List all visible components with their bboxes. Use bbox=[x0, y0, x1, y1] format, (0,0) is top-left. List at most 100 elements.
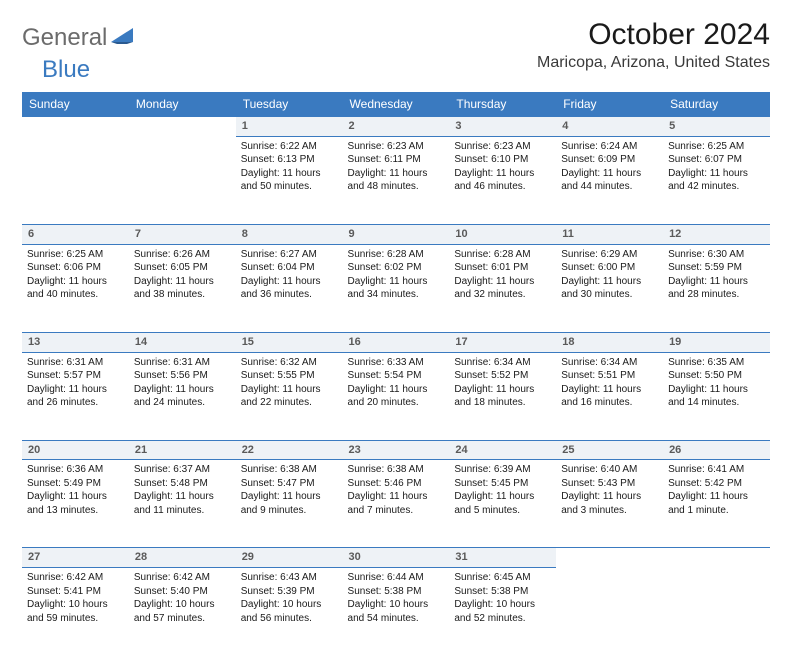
day-number-cell: 25 bbox=[556, 440, 663, 460]
day-details: Sunrise: 6:27 AMSunset: 6:04 PMDaylight:… bbox=[241, 248, 338, 302]
weekday-header: Monday bbox=[129, 92, 236, 117]
day-number-cell: 15 bbox=[236, 332, 343, 352]
day-details: Sunrise: 6:28 AMSunset: 6:01 PMDaylight:… bbox=[454, 248, 551, 302]
day-number-cell: 21 bbox=[129, 440, 236, 460]
day-cell: Sunrise: 6:27 AMSunset: 6:04 PMDaylight:… bbox=[236, 244, 343, 332]
day-cell: Sunrise: 6:34 AMSunset: 5:51 PMDaylight:… bbox=[556, 352, 663, 440]
day-cell: Sunrise: 6:34 AMSunset: 5:52 PMDaylight:… bbox=[449, 352, 556, 440]
day-details: Sunrise: 6:23 AMSunset: 6:11 PMDaylight:… bbox=[348, 140, 445, 194]
day-details: Sunrise: 6:42 AMSunset: 5:40 PMDaylight:… bbox=[134, 571, 231, 625]
day-cell: Sunrise: 6:35 AMSunset: 5:50 PMDaylight:… bbox=[663, 352, 770, 440]
day-cell: Sunrise: 6:25 AMSunset: 6:06 PMDaylight:… bbox=[22, 244, 129, 332]
day-number-cell: 29 bbox=[236, 548, 343, 568]
day-cell: Sunrise: 6:38 AMSunset: 5:47 PMDaylight:… bbox=[236, 460, 343, 548]
title-block: October 2024 Maricopa, Arizona, United S… bbox=[537, 18, 770, 72]
day-cell: Sunrise: 6:22 AMSunset: 6:13 PMDaylight:… bbox=[236, 136, 343, 224]
day-details: Sunrise: 6:32 AMSunset: 5:55 PMDaylight:… bbox=[241, 356, 338, 410]
calendar-body: 12345Sunrise: 6:22 AMSunset: 6:13 PMDayl… bbox=[22, 117, 770, 656]
day-cell: Sunrise: 6:23 AMSunset: 6:10 PMDaylight:… bbox=[449, 136, 556, 224]
day-details: Sunrise: 6:30 AMSunset: 5:59 PMDaylight:… bbox=[668, 248, 765, 302]
day-cell: Sunrise: 6:33 AMSunset: 5:54 PMDaylight:… bbox=[343, 352, 450, 440]
weekday-header: Sunday bbox=[22, 92, 129, 117]
weekday-header: Saturday bbox=[663, 92, 770, 117]
day-cell: Sunrise: 6:36 AMSunset: 5:49 PMDaylight:… bbox=[22, 460, 129, 548]
day-number-cell: 17 bbox=[449, 332, 556, 352]
day-number-cell: 30 bbox=[343, 548, 450, 568]
day-content-row: Sunrise: 6:31 AMSunset: 5:57 PMDaylight:… bbox=[22, 352, 770, 440]
day-cell: Sunrise: 6:29 AMSunset: 6:00 PMDaylight:… bbox=[556, 244, 663, 332]
day-details: Sunrise: 6:45 AMSunset: 5:38 PMDaylight:… bbox=[454, 571, 551, 625]
day-number-cell: 24 bbox=[449, 440, 556, 460]
day-number-cell bbox=[129, 117, 236, 137]
day-cell: Sunrise: 6:28 AMSunset: 6:02 PMDaylight:… bbox=[343, 244, 450, 332]
day-details: Sunrise: 6:43 AMSunset: 5:39 PMDaylight:… bbox=[241, 571, 338, 625]
logo-text-general: General bbox=[22, 24, 107, 52]
day-details: Sunrise: 6:26 AMSunset: 6:05 PMDaylight:… bbox=[134, 248, 231, 302]
day-cell: Sunrise: 6:38 AMSunset: 5:46 PMDaylight:… bbox=[343, 460, 450, 548]
location-label: Maricopa, Arizona, United States bbox=[537, 54, 770, 72]
day-details: Sunrise: 6:23 AMSunset: 6:10 PMDaylight:… bbox=[454, 140, 551, 194]
day-number-cell: 16 bbox=[343, 332, 450, 352]
day-details: Sunrise: 6:25 AMSunset: 6:07 PMDaylight:… bbox=[668, 140, 765, 194]
day-cell: Sunrise: 6:24 AMSunset: 6:09 PMDaylight:… bbox=[556, 136, 663, 224]
day-number-cell: 5 bbox=[663, 117, 770, 137]
day-number-cell bbox=[556, 548, 663, 568]
day-number-cell: 19 bbox=[663, 332, 770, 352]
calendar-table: SundayMondayTuesdayWednesdayThursdayFrid… bbox=[22, 92, 770, 656]
month-title: October 2024 bbox=[537, 18, 770, 52]
day-cell: Sunrise: 6:30 AMSunset: 5:59 PMDaylight:… bbox=[663, 244, 770, 332]
day-details: Sunrise: 6:36 AMSunset: 5:49 PMDaylight:… bbox=[27, 463, 124, 517]
day-details: Sunrise: 6:41 AMSunset: 5:42 PMDaylight:… bbox=[668, 463, 765, 517]
weekday-header: Tuesday bbox=[236, 92, 343, 117]
day-details: Sunrise: 6:42 AMSunset: 5:41 PMDaylight:… bbox=[27, 571, 124, 625]
day-details: Sunrise: 6:38 AMSunset: 5:47 PMDaylight:… bbox=[241, 463, 338, 517]
day-number-cell: 7 bbox=[129, 224, 236, 244]
day-number-row: 2728293031 bbox=[22, 548, 770, 568]
day-details: Sunrise: 6:34 AMSunset: 5:51 PMDaylight:… bbox=[561, 356, 658, 410]
day-details: Sunrise: 6:34 AMSunset: 5:52 PMDaylight:… bbox=[454, 356, 551, 410]
day-number-cell bbox=[22, 117, 129, 137]
day-content-row: Sunrise: 6:36 AMSunset: 5:49 PMDaylight:… bbox=[22, 460, 770, 548]
day-number-cell bbox=[663, 548, 770, 568]
day-number-row: 20212223242526 bbox=[22, 440, 770, 460]
logo: General bbox=[22, 18, 139, 52]
logo-text-blue: Blue bbox=[42, 56, 90, 83]
day-details: Sunrise: 6:38 AMSunset: 5:46 PMDaylight:… bbox=[348, 463, 445, 517]
day-cell: Sunrise: 6:26 AMSunset: 6:05 PMDaylight:… bbox=[129, 244, 236, 332]
day-details: Sunrise: 6:25 AMSunset: 6:06 PMDaylight:… bbox=[27, 248, 124, 302]
day-cell: Sunrise: 6:40 AMSunset: 5:43 PMDaylight:… bbox=[556, 460, 663, 548]
day-cell bbox=[129, 136, 236, 224]
day-details: Sunrise: 6:35 AMSunset: 5:50 PMDaylight:… bbox=[668, 356, 765, 410]
day-number-row: 13141516171819 bbox=[22, 332, 770, 352]
day-cell: Sunrise: 6:32 AMSunset: 5:55 PMDaylight:… bbox=[236, 352, 343, 440]
day-number-cell: 6 bbox=[22, 224, 129, 244]
day-number-cell: 22 bbox=[236, 440, 343, 460]
day-cell: Sunrise: 6:23 AMSunset: 6:11 PMDaylight:… bbox=[343, 136, 450, 224]
logo-triangle-icon bbox=[111, 26, 137, 51]
day-cell: Sunrise: 6:31 AMSunset: 5:57 PMDaylight:… bbox=[22, 352, 129, 440]
day-number-cell: 26 bbox=[663, 440, 770, 460]
weekday-header: Friday bbox=[556, 92, 663, 117]
day-number-row: 12345 bbox=[22, 117, 770, 137]
calendar-header-row: SundayMondayTuesdayWednesdayThursdayFrid… bbox=[22, 92, 770, 117]
day-number-cell: 13 bbox=[22, 332, 129, 352]
day-details: Sunrise: 6:31 AMSunset: 5:57 PMDaylight:… bbox=[27, 356, 124, 410]
day-details: Sunrise: 6:33 AMSunset: 5:54 PMDaylight:… bbox=[348, 356, 445, 410]
day-number-row: 6789101112 bbox=[22, 224, 770, 244]
day-cell: Sunrise: 6:28 AMSunset: 6:01 PMDaylight:… bbox=[449, 244, 556, 332]
day-number-cell: 8 bbox=[236, 224, 343, 244]
day-number-cell: 11 bbox=[556, 224, 663, 244]
weekday-header: Wednesday bbox=[343, 92, 450, 117]
day-content-row: Sunrise: 6:25 AMSunset: 6:06 PMDaylight:… bbox=[22, 244, 770, 332]
day-cell: Sunrise: 6:41 AMSunset: 5:42 PMDaylight:… bbox=[663, 460, 770, 548]
day-number-cell: 28 bbox=[129, 548, 236, 568]
day-number-cell: 23 bbox=[343, 440, 450, 460]
weekday-header: Thursday bbox=[449, 92, 556, 117]
day-number-cell: 4 bbox=[556, 117, 663, 137]
day-details: Sunrise: 6:44 AMSunset: 5:38 PMDaylight:… bbox=[348, 571, 445, 625]
day-cell: Sunrise: 6:25 AMSunset: 6:07 PMDaylight:… bbox=[663, 136, 770, 224]
day-details: Sunrise: 6:40 AMSunset: 5:43 PMDaylight:… bbox=[561, 463, 658, 517]
day-cell: Sunrise: 6:37 AMSunset: 5:48 PMDaylight:… bbox=[129, 460, 236, 548]
day-cell: Sunrise: 6:31 AMSunset: 5:56 PMDaylight:… bbox=[129, 352, 236, 440]
day-cell: Sunrise: 6:39 AMSunset: 5:45 PMDaylight:… bbox=[449, 460, 556, 548]
